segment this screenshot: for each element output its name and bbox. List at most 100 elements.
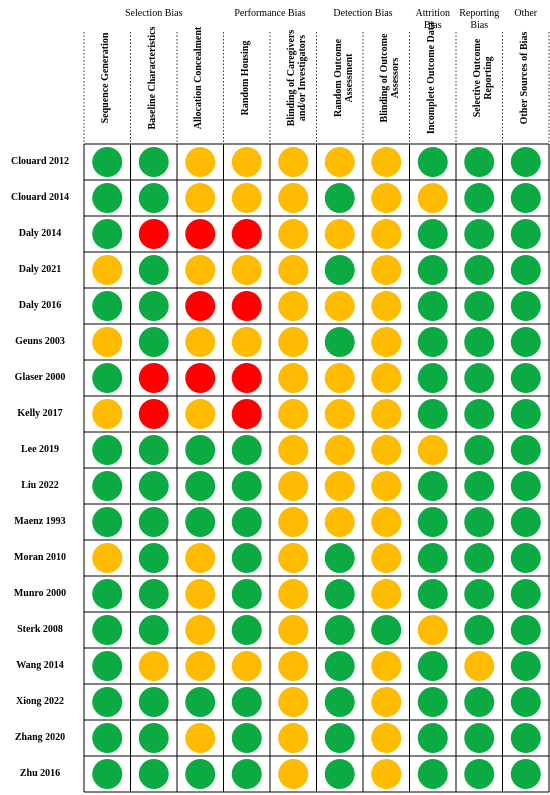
rating-dot-low: [92, 651, 123, 681]
group-label: Other: [514, 8, 538, 19]
rating-dot-unclear: [371, 507, 402, 537]
rating-dot-unclear: [92, 543, 123, 573]
study-label: Maenz 1993: [14, 516, 66, 527]
rating-dot-unclear: [278, 219, 309, 249]
rating-dot-low: [324, 651, 355, 681]
rating-dot-low: [417, 579, 448, 609]
rating-dot-unclear: [371, 471, 402, 501]
study-label: Clouard 2014: [10, 192, 70, 203]
rating-dot-high: [138, 399, 169, 429]
rating-dot-unclear: [278, 183, 309, 213]
study-label: Wang 2014: [16, 660, 64, 671]
rating-dot-low: [417, 471, 448, 501]
rating-dot-unclear: [417, 183, 448, 213]
rating-dot-unclear: [138, 651, 169, 681]
group-label: Selection Bias: [125, 8, 183, 19]
rating-dot-low: [464, 147, 495, 177]
group-label: Performance Bias: [234, 8, 306, 19]
rating-dot-low: [324, 687, 355, 717]
rating-dot-unclear: [417, 615, 448, 645]
rating-dot-unclear: [371, 183, 402, 213]
rating-dot-low: [138, 147, 169, 177]
rating-dot-high: [138, 363, 169, 393]
rating-dot-unclear: [278, 687, 309, 717]
column-header: Selective Outcome Reporting: [472, 38, 495, 118]
rating-dot-low: [92, 183, 123, 213]
rating-dot-low: [510, 723, 541, 753]
study-label: Daly 2016: [18, 300, 62, 311]
rating-dot-low: [510, 759, 541, 789]
rating-dot-unclear: [371, 399, 402, 429]
study-label: Geuns 2003: [15, 336, 65, 347]
rating-dot-low: [417, 759, 448, 789]
rating-dot-low: [92, 147, 123, 177]
rating-dot-low: [464, 579, 495, 609]
rating-dot-low: [138, 759, 169, 789]
rating-dot-low: [464, 723, 495, 753]
rating-dot-low: [231, 507, 262, 537]
rating-dot-high: [185, 363, 216, 393]
rating-dot-low: [464, 471, 495, 501]
rating-dot-unclear: [371, 543, 402, 573]
rating-dot-unclear: [231, 183, 262, 213]
rating-dot-unclear: [92, 327, 123, 357]
rating-dot-low: [92, 363, 123, 393]
rating-dot-unclear: [324, 147, 355, 177]
rating-dot-unclear: [371, 579, 402, 609]
study-label: Zhang 2020: [14, 732, 66, 743]
rating-dot-unclear: [278, 147, 309, 177]
rating-dot-low: [231, 435, 262, 465]
rating-dot-low: [464, 327, 495, 357]
rating-dot-unclear: [185, 183, 216, 213]
rating-dot-high: [138, 219, 169, 249]
rating-dot-low: [138, 723, 169, 753]
rating-dot-low: [464, 615, 495, 645]
rating-dot-unclear: [278, 543, 309, 573]
rating-dot-high: [231, 291, 262, 321]
rating-dot-unclear: [324, 435, 355, 465]
rating-dot-unclear: [371, 327, 402, 357]
rating-dot-low: [92, 759, 123, 789]
rating-dot-low: [464, 435, 495, 465]
rating-dot-unclear: [371, 759, 402, 789]
rating-dot-high: [231, 363, 262, 393]
rating-dot-low: [324, 183, 355, 213]
rating-dot-unclear: [371, 255, 402, 285]
group-label: Attrition Bias: [415, 8, 450, 31]
study-label: Clouard 2012: [10, 156, 70, 167]
rating-dot-unclear: [324, 363, 355, 393]
rating-dot-low: [231, 579, 262, 609]
study-label: Sterk 2008: [17, 624, 63, 635]
rating-dot-unclear: [278, 723, 309, 753]
rating-dot-low: [510, 327, 541, 357]
rating-dot-low: [231, 615, 262, 645]
rating-dot-unclear: [185, 147, 216, 177]
rating-dot-unclear: [464, 651, 495, 681]
rating-dot-unclear: [278, 255, 309, 285]
rating-dot-low: [510, 579, 541, 609]
rating-dot-unclear: [278, 651, 309, 681]
rating-dot-low: [464, 363, 495, 393]
rating-dot-low: [510, 507, 541, 537]
rating-dot-low: [231, 543, 262, 573]
rating-dot-unclear: [324, 507, 355, 537]
column-header: Blinding of Outcome Assessors: [379, 33, 402, 123]
rating-dot-low: [510, 291, 541, 321]
rating-dot-low: [231, 723, 262, 753]
rating-dot-unclear: [185, 579, 216, 609]
rating-dot-low: [464, 759, 495, 789]
rating-dot-high: [185, 291, 216, 321]
group-label: Detection Bias: [333, 8, 393, 19]
rating-dot-high: [231, 219, 262, 249]
rating-dot-low: [185, 759, 216, 789]
rating-dot-unclear: [185, 543, 216, 573]
rating-dot-low: [417, 363, 448, 393]
rating-dot-unclear: [278, 507, 309, 537]
rating-dot-low: [138, 615, 169, 645]
rating-dot-unclear: [185, 723, 216, 753]
rating-dot-low: [92, 687, 123, 717]
rating-dot-unclear: [278, 435, 309, 465]
rating-dot-unclear: [231, 255, 262, 285]
rating-dot-low: [464, 507, 495, 537]
rating-dot-low: [510, 543, 541, 573]
